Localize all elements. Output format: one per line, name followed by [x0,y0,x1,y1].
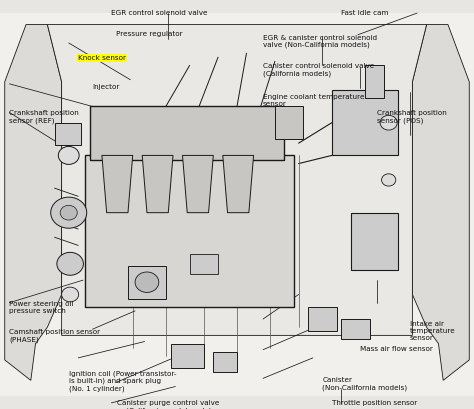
Text: Crankshaft position
sensor (POS): Crankshaft position sensor (POS) [377,110,447,124]
Bar [213,352,237,372]
Polygon shape [90,106,284,160]
Text: Power steering oil
pressure switch: Power steering oil pressure switch [9,301,74,314]
Polygon shape [5,25,62,380]
Polygon shape [412,25,469,380]
Bar [0,0,474,13]
Text: Ignition coil (Power transistor-
is built-in) and spark plug
(No. 1 cylinder): Ignition coil (Power transistor- is buil… [69,370,176,392]
Text: Intake air
temperature
sensor: Intake air temperature sensor [410,321,456,341]
Polygon shape [5,25,469,380]
Text: Knock sensor: Knock sensor [78,55,126,61]
Bar [128,266,166,299]
Circle shape [135,272,159,292]
Text: Mass air flow sensor: Mass air flow sensor [360,346,433,352]
Circle shape [382,174,396,186]
Text: Engine coolant temperature
sensor: Engine coolant temperature sensor [263,94,365,107]
Polygon shape [332,90,398,155]
Circle shape [60,205,77,220]
Text: Canister control solenoid valve
(California models): Canister control solenoid valve (Califor… [263,63,374,77]
Bar [275,106,303,139]
Bar [0,396,474,409]
Polygon shape [142,155,173,213]
Circle shape [51,197,87,228]
Circle shape [58,146,79,164]
Polygon shape [102,155,133,213]
Polygon shape [47,25,427,335]
Text: Camshaft position sensor
(PHASE): Camshaft position sensor (PHASE) [9,329,100,343]
Text: Throttle position sensor: Throttle position sensor [332,400,417,406]
Text: Pressure regulator: Pressure regulator [116,31,183,37]
Polygon shape [182,155,213,213]
Polygon shape [223,155,254,213]
Text: EGR & canister control solenoid
valve (Non-California models): EGR & canister control solenoid valve (N… [263,35,377,48]
Bar [351,213,398,270]
Text: Canister
(Non-California models): Canister (Non-California models) [322,377,408,391]
Bar [190,254,218,274]
Bar [365,65,384,98]
Bar [55,123,81,145]
Polygon shape [85,155,294,307]
Bar [341,319,370,339]
Circle shape [57,252,83,275]
Circle shape [62,287,79,302]
Bar [171,344,204,368]
Circle shape [380,115,397,130]
Text: Canister purge control valve
(California models only): Canister purge control valve (California… [117,400,219,409]
Text: EGR control solenoid valve: EGR control solenoid valve [111,10,208,16]
Text: Injector: Injector [92,84,120,90]
Text: Fast idle cam: Fast idle cam [341,10,389,16]
Bar [308,307,337,331]
Text: Crankshaft position
sensor (REF): Crankshaft position sensor (REF) [9,110,79,124]
